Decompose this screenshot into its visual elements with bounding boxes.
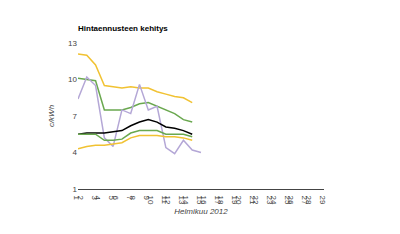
svg-text:4: 4 — [73, 148, 78, 157]
svg-text:23: 23 — [265, 196, 274, 205]
svg-text:1: 1 — [73, 185, 78, 194]
svg-text:12: 12 — [163, 196, 172, 205]
svg-text:4: 4 — [93, 196, 102, 201]
svg-text:13: 13 — [68, 39, 77, 48]
svg-text:15: 15 — [195, 196, 204, 205]
svg-text:9: 9 — [142, 196, 151, 201]
svg-text:22: 22 — [251, 196, 260, 205]
svg-text:10: 10 — [68, 75, 77, 84]
svg-text:10: 10 — [146, 196, 155, 205]
svg-text:5: 5 — [107, 196, 116, 201]
svg-text:16: 16 — [199, 196, 208, 205]
svg-text:Helmikuu 2012: Helmikuu 2012 — [174, 207, 228, 216]
svg-text:Hintaennusteen kehitys: Hintaennusteen kehitys — [78, 24, 168, 33]
svg-text:19: 19 — [230, 196, 239, 205]
svg-text:26: 26 — [286, 196, 295, 205]
svg-text:6: 6 — [111, 196, 120, 201]
svg-text:1: 1 — [72, 196, 81, 201]
svg-text:7: 7 — [73, 112, 78, 121]
svg-text:21: 21 — [248, 196, 257, 205]
svg-text:13: 13 — [177, 196, 186, 205]
svg-text:8: 8 — [128, 196, 137, 201]
svg-text:7: 7 — [125, 196, 134, 201]
svg-text:20: 20 — [234, 196, 243, 205]
svg-text:17: 17 — [213, 196, 222, 205]
svg-text:28: 28 — [304, 196, 313, 205]
svg-text:27: 27 — [300, 196, 309, 205]
svg-text:14: 14 — [181, 196, 190, 205]
svg-text:24: 24 — [269, 196, 278, 205]
svg-text:18: 18 — [216, 196, 225, 205]
svg-text:29: 29 — [318, 196, 327, 205]
svg-text:2: 2 — [76, 196, 85, 201]
svg-text:25: 25 — [283, 196, 292, 205]
svg-text:c/kWh: c/kWh — [47, 104, 56, 127]
svg-text:11: 11 — [160, 196, 169, 205]
svg-text:3: 3 — [90, 196, 99, 201]
